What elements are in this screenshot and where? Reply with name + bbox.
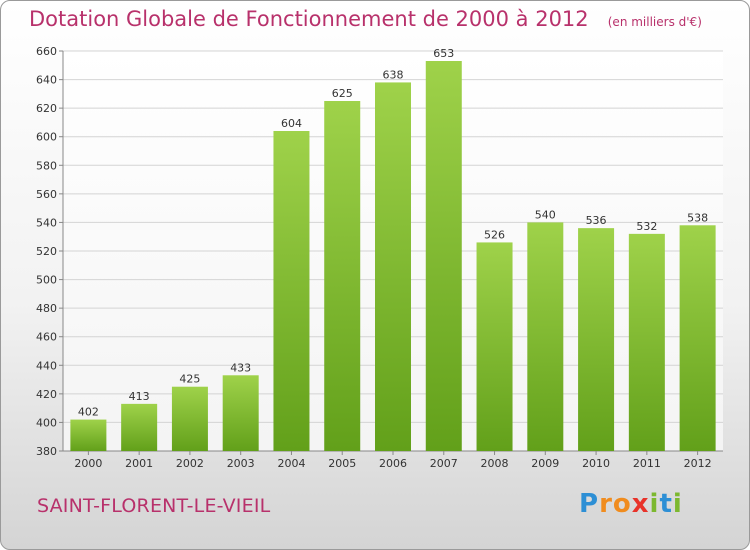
y-tick-label: 400: [36, 416, 57, 429]
bar: [121, 403, 158, 451]
y-tick-label: 520: [36, 245, 57, 258]
bar: [578, 228, 615, 451]
bar-value-label: 604: [281, 117, 302, 130]
logo-letter: x: [631, 489, 650, 519]
y-tick-label: 660: [36, 45, 57, 58]
y-tick-label: 480: [36, 302, 57, 315]
x-tick-label: 2005: [328, 457, 356, 470]
bar-value-label: 536: [586, 214, 607, 227]
bar: [527, 222, 564, 451]
bar: [273, 131, 310, 451]
logo-letter: o: [612, 489, 632, 519]
municipality-name: SAINT-FLORENT-LE-VIEIL: [37, 495, 271, 517]
bar-value-label: 532: [636, 220, 657, 233]
bar-value-label: 540: [535, 208, 556, 221]
x-tick-label: 2002: [176, 457, 204, 470]
y-tick-label: 500: [36, 274, 57, 287]
x-tick-label: 2011: [633, 457, 661, 470]
bar-value-label: 425: [179, 373, 200, 386]
title-row: Dotation Globale de Fonctionnement de 20…: [29, 7, 702, 31]
logo-letter: i: [649, 489, 660, 519]
x-tick-label: 2003: [227, 457, 255, 470]
logo-letter: i: [672, 489, 683, 519]
x-tick-label: 2008: [481, 457, 509, 470]
bar: [375, 82, 411, 451]
x-tick-label: 2004: [277, 457, 305, 470]
bar-value-label: 653: [433, 47, 454, 60]
logo-letter: P: [579, 489, 600, 519]
logo-letter: r: [599, 489, 613, 519]
bar-value-label: 625: [332, 87, 353, 100]
bar-value-label: 433: [230, 361, 251, 374]
logo-letter: t: [659, 489, 673, 519]
bar: [476, 242, 513, 451]
bar: [628, 233, 665, 451]
y-tick-label: 380: [36, 445, 57, 458]
chart-title: Dotation Globale de Fonctionnement de 20…: [29, 7, 589, 31]
y-tick-label: 620: [36, 102, 57, 115]
x-tick-label: 2010: [582, 457, 610, 470]
bar-value-label: 638: [383, 68, 404, 81]
bar: [679, 225, 716, 451]
bar-value-label: 526: [484, 228, 505, 241]
bar: [222, 375, 259, 451]
y-tick-label: 600: [36, 131, 57, 144]
x-tick-label: 2000: [74, 457, 102, 470]
bar: [425, 61, 462, 451]
x-tick-label: 2001: [125, 457, 153, 470]
y-tick-label: 580: [36, 159, 57, 172]
x-tick-label: 2012: [684, 457, 712, 470]
x-tick-label: 2009: [531, 457, 559, 470]
y-tick-label: 460: [36, 331, 57, 344]
y-tick-label: 560: [36, 188, 57, 201]
chart-unit-subtitle: (en milliers d'€): [607, 15, 702, 29]
bar-value-label: 538: [687, 211, 708, 224]
y-tick-label: 640: [36, 74, 57, 87]
bar-value-label: 402: [78, 406, 99, 419]
bar-value-label: 413: [129, 390, 150, 403]
bar: [70, 419, 107, 451]
proxiti-logo: Proxiti: [579, 489, 683, 519]
bar: [171, 386, 208, 451]
y-tick-label: 540: [36, 216, 57, 229]
bar: [324, 101, 361, 451]
x-tick-label: 2006: [379, 457, 407, 470]
y-tick-label: 420: [36, 388, 57, 401]
x-tick-label: 2007: [430, 457, 458, 470]
y-tick-label: 440: [36, 359, 57, 372]
